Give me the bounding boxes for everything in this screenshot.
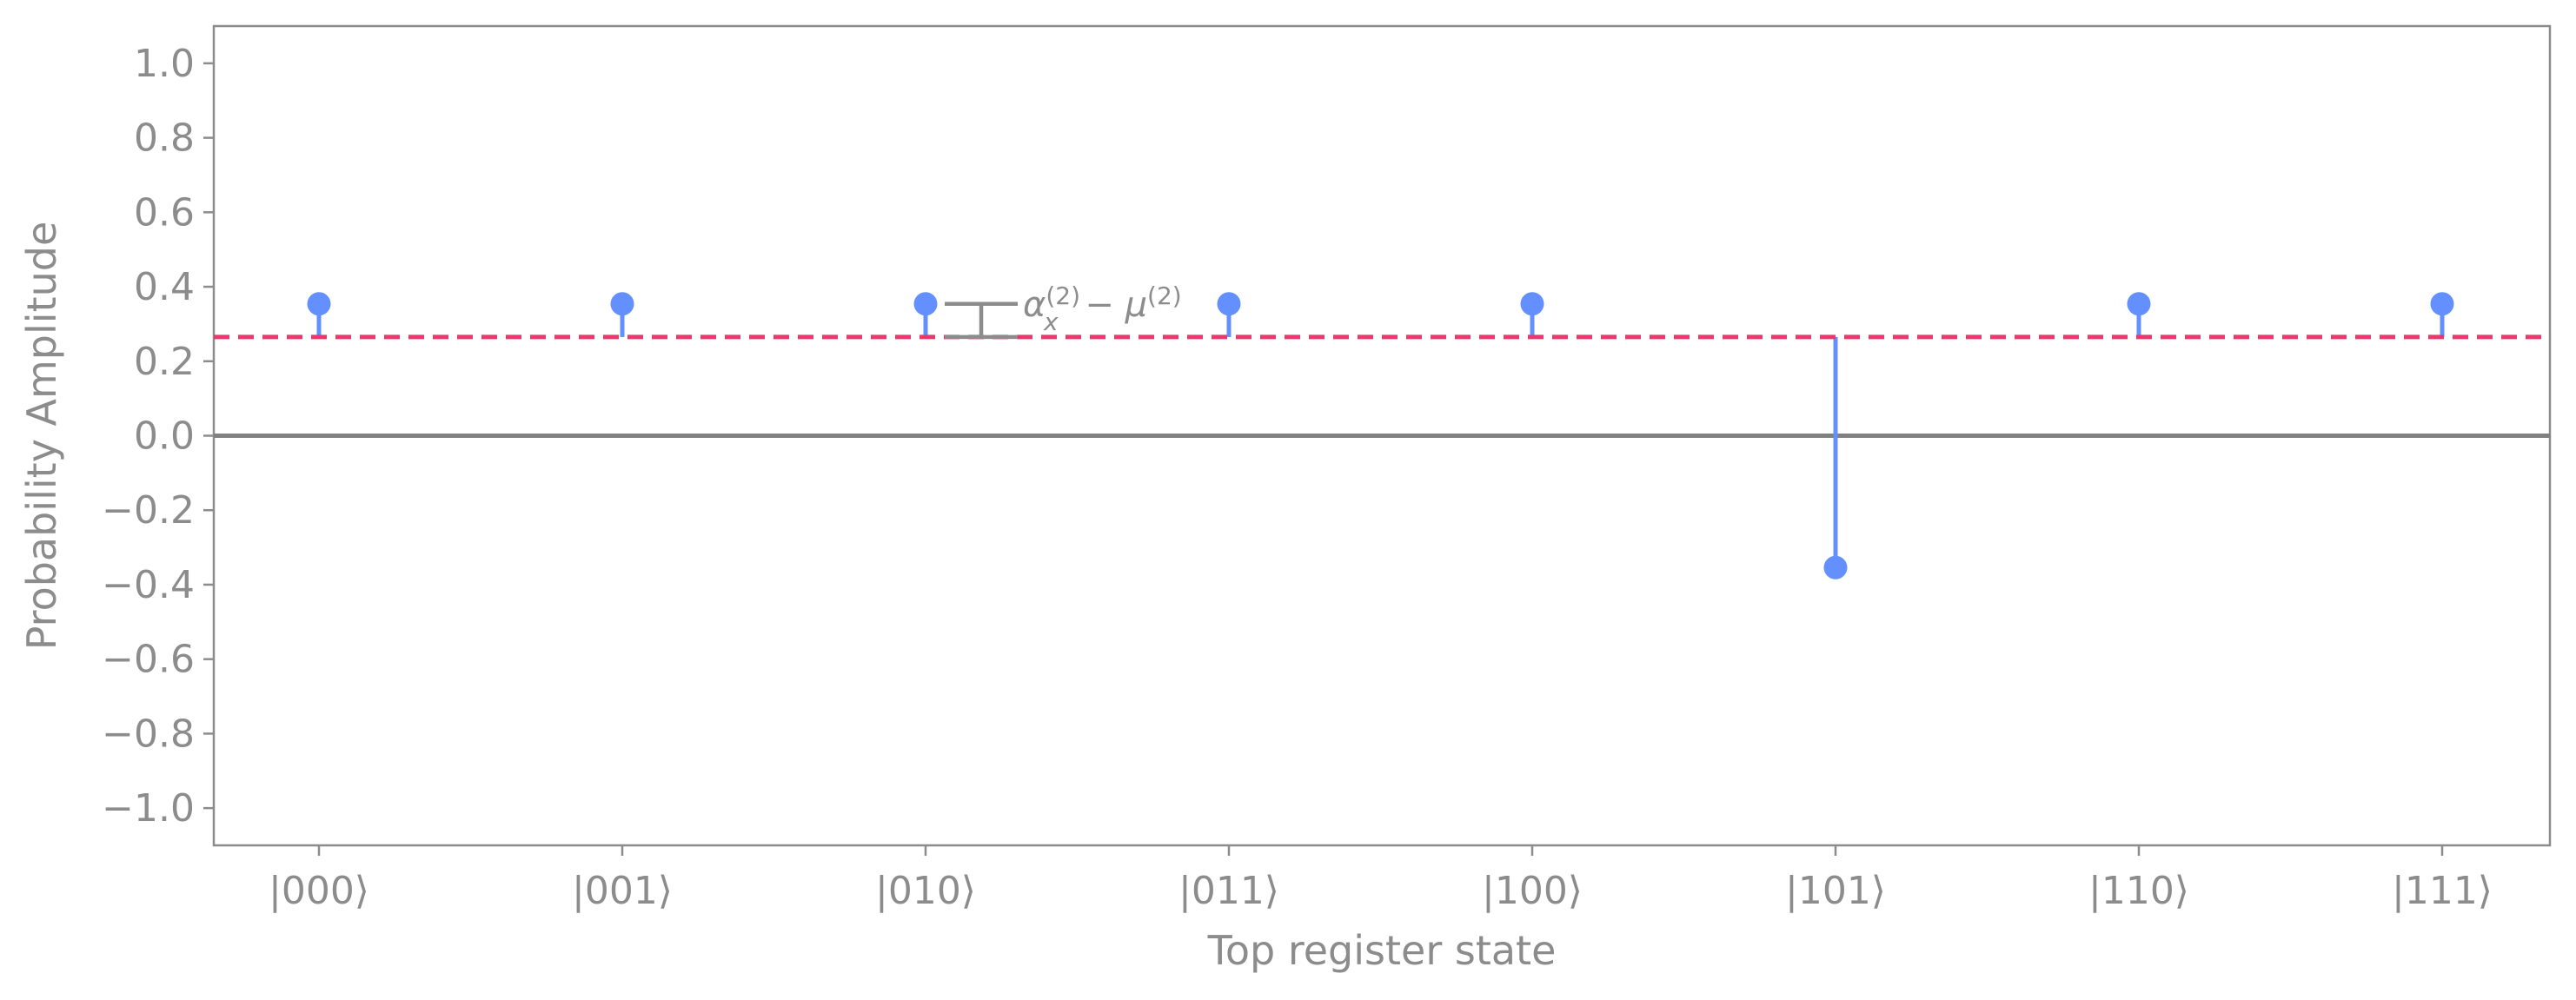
y-tick-label: 0.8 xyxy=(134,116,195,161)
annotation-alpha-sup: (2) xyxy=(1046,281,1080,310)
x-axis-label: Top register state xyxy=(1207,927,1557,974)
y-tick-label: 0.4 xyxy=(134,265,195,309)
x-tick-label: |010⟩ xyxy=(875,869,976,913)
stem-marker xyxy=(307,292,331,316)
x-tick-label: |111⟩ xyxy=(2392,869,2493,913)
annotation-mu-sup: (2) xyxy=(1147,281,1182,310)
stem-marker xyxy=(2127,292,2151,316)
x-tick-label: |100⟩ xyxy=(1482,869,1583,913)
stem-marker xyxy=(610,292,634,316)
y-tick-label: 0.0 xyxy=(134,414,195,459)
y-tick-label: −0.6 xyxy=(102,638,195,682)
y-tick-label: 0.2 xyxy=(134,340,195,384)
y-tick-label: 1.0 xyxy=(134,42,195,86)
y-tick-label: −0.8 xyxy=(102,712,195,756)
x-tick-label: |110⟩ xyxy=(2088,869,2189,913)
y-tick-label: −1.0 xyxy=(102,786,195,831)
y-tick-label: −0.2 xyxy=(102,488,195,533)
x-tick-label: |001⟩ xyxy=(572,869,673,913)
stem-marker xyxy=(913,292,938,316)
stem-marker xyxy=(1823,555,1848,579)
x-tick-label: |101⟩ xyxy=(1785,869,1886,913)
annotation-alpha: α xyxy=(1023,285,1046,325)
annotation-mu: μ xyxy=(1125,285,1147,325)
stem-marker xyxy=(1520,292,1544,316)
annotation-alpha-sub: x xyxy=(1043,308,1059,336)
y-tick-label: −0.4 xyxy=(102,563,195,607)
x-tick-label: |011⟩ xyxy=(1178,869,1279,913)
annotation-minus: − xyxy=(1074,285,1125,325)
stem-marker xyxy=(2430,292,2454,316)
y-tick-label: 0.6 xyxy=(134,190,195,235)
stem-marker xyxy=(1217,292,1241,316)
y-axis-label: Probability Amplitude xyxy=(18,222,65,651)
x-tick-label: |000⟩ xyxy=(269,869,369,913)
annotation-label: α(2) x − μ(2) xyxy=(1023,281,1182,336)
